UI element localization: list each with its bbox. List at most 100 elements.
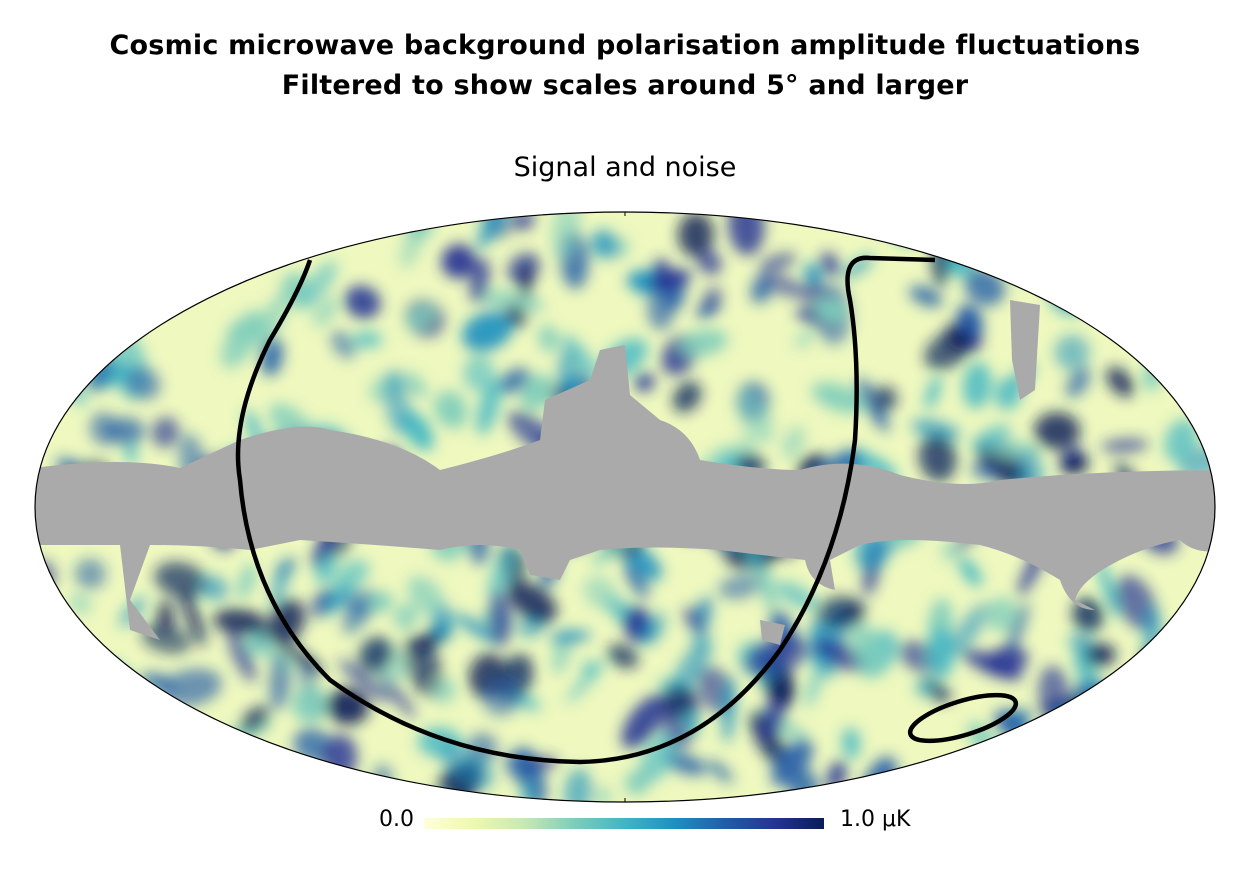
fluctuation-blob: [661, 684, 695, 718]
fluctuation-blob: [56, 273, 115, 313]
fluctuation-blob: [1076, 696, 1108, 716]
mask-patch: [760, 620, 785, 645]
fluctuation-blob: [41, 667, 76, 713]
fluctuation-blob: [270, 559, 291, 608]
fluctuation-blob: [702, 286, 723, 311]
fluctuation-blob: [682, 607, 705, 633]
fluctuation-blob: [648, 269, 692, 291]
fluctuation-blob: [331, 559, 370, 594]
fluctuation-blob: [677, 212, 714, 258]
fluctuation-blob: [1106, 212, 1129, 228]
fluctuation-blob: [1174, 316, 1205, 351]
fluctuation-blob: [462, 311, 513, 352]
fluctuation-blob: [924, 330, 973, 370]
fluctuation-blob: [1140, 682, 1156, 701]
colorbar-min-label: 0.0: [379, 807, 414, 832]
fluctuation-blob: [918, 434, 957, 482]
fluctuation-blob: [74, 558, 106, 590]
fluctuation-blob: [154, 561, 208, 599]
fluctuation-blob: [941, 212, 1003, 239]
fluctuation-blob: [771, 739, 813, 786]
fluctuation-blob: [64, 257, 86, 269]
fluctuation-blob: [1186, 212, 1214, 255]
fluctuation-blob: [344, 285, 381, 319]
fluctuation-blob: [35, 671, 76, 705]
fluctuation-blob: [957, 304, 984, 336]
fluctuation-blob: [455, 614, 500, 645]
fluctuation-blob: [276, 639, 325, 676]
fluctuation-blob: [870, 212, 905, 232]
fluctuation-blob: [639, 612, 667, 646]
fluctuation-blob: [77, 685, 93, 709]
fluctuation-blob: [1006, 602, 1029, 656]
fluctuation-blob: [199, 575, 229, 601]
fluctuation-blob: [159, 668, 222, 707]
fluctuation-blob: [672, 381, 702, 413]
fluctuation-blob: [236, 563, 257, 600]
fluctuation-blob: [384, 369, 410, 435]
fluctuation-blob: [227, 316, 270, 342]
fluctuation-blob: [753, 555, 778, 612]
fluctuation-blob: [1041, 741, 1075, 771]
fluctuation-blob: [393, 603, 419, 631]
fluctuation-blob: [815, 595, 866, 629]
fluctuation-blob: [857, 377, 889, 432]
fluctuation-blob: [927, 626, 955, 679]
fluctuation-blob: [423, 791, 451, 802]
fluctuation-blob: [61, 692, 115, 721]
fluctuation-blob: [40, 744, 56, 781]
colorbar: [424, 818, 824, 829]
fluctuation-blob: [35, 741, 53, 766]
fluctuation-blob: [1054, 334, 1090, 371]
fluctuation-blob: [750, 276, 773, 304]
fluctuation-blob: [200, 212, 237, 246]
fluctuation-blob: [1101, 287, 1154, 321]
fluctuation-blob: [1101, 438, 1150, 453]
fluctuation-blob: [1091, 763, 1131, 802]
fluctuation-blob: [538, 324, 559, 353]
fluctuation-blob: [116, 269, 134, 287]
fluctuation-blob: [1066, 718, 1085, 774]
fluctuation-blob: [375, 668, 416, 719]
fluctuation-blob: [120, 696, 150, 719]
fluctuation-blob: [137, 767, 164, 802]
fluctuation-blob: [736, 388, 774, 444]
fluctuation-blob: [124, 440, 138, 465]
fluctuation-blob: [915, 678, 934, 697]
fluctuation-blob: [1068, 633, 1094, 651]
fluctuation-blob: [35, 377, 62, 392]
figure-title-line2: Filtered to show scales around 5° and la…: [281, 70, 969, 101]
fluctuation-blob: [298, 260, 338, 311]
fluctuation-blob: [811, 382, 868, 414]
fluctuation-blob: [508, 581, 557, 624]
fluctuation-blob: [581, 660, 597, 677]
fluctuation-blob: [76, 284, 91, 305]
fluctuation-blob: [35, 214, 67, 265]
fluctuation-blob: [781, 426, 806, 459]
fluctuation-blob: [440, 403, 469, 430]
fluctuation-blob: [1065, 367, 1091, 398]
fluctuation-blob: [1094, 730, 1120, 763]
fluctuation-blob: [1061, 454, 1089, 475]
fluctuation-blob: [115, 302, 135, 340]
fluctuation-blob: [561, 334, 599, 380]
fluctuation-blob: [563, 768, 592, 802]
fluctuation-blob: [1164, 419, 1198, 463]
fluctuation-blob: [483, 676, 522, 717]
fluctuation-blob: [125, 366, 161, 400]
colorbar-max-label: 1.0 μK: [840, 807, 911, 832]
fluctuation-blob: [911, 419, 961, 441]
fluctuation-blob: [1034, 412, 1081, 450]
fluctuation-blob: [986, 747, 1035, 779]
fluctuation-blob: [213, 608, 266, 635]
fluctuation-blob: [463, 354, 495, 392]
fluctuation-blob: [79, 727, 116, 777]
fluctuation-blob: [872, 386, 898, 411]
fluctuation-blob: [621, 694, 667, 749]
fluctuation-blob: [1012, 762, 1069, 794]
fluctuation-blob: [489, 590, 512, 647]
fluctuation-blob: [151, 416, 180, 448]
fluctuation-blob: [590, 230, 619, 259]
fluctuation-blob: [1007, 251, 1040, 279]
fluctuation-blob: [1069, 762, 1099, 782]
